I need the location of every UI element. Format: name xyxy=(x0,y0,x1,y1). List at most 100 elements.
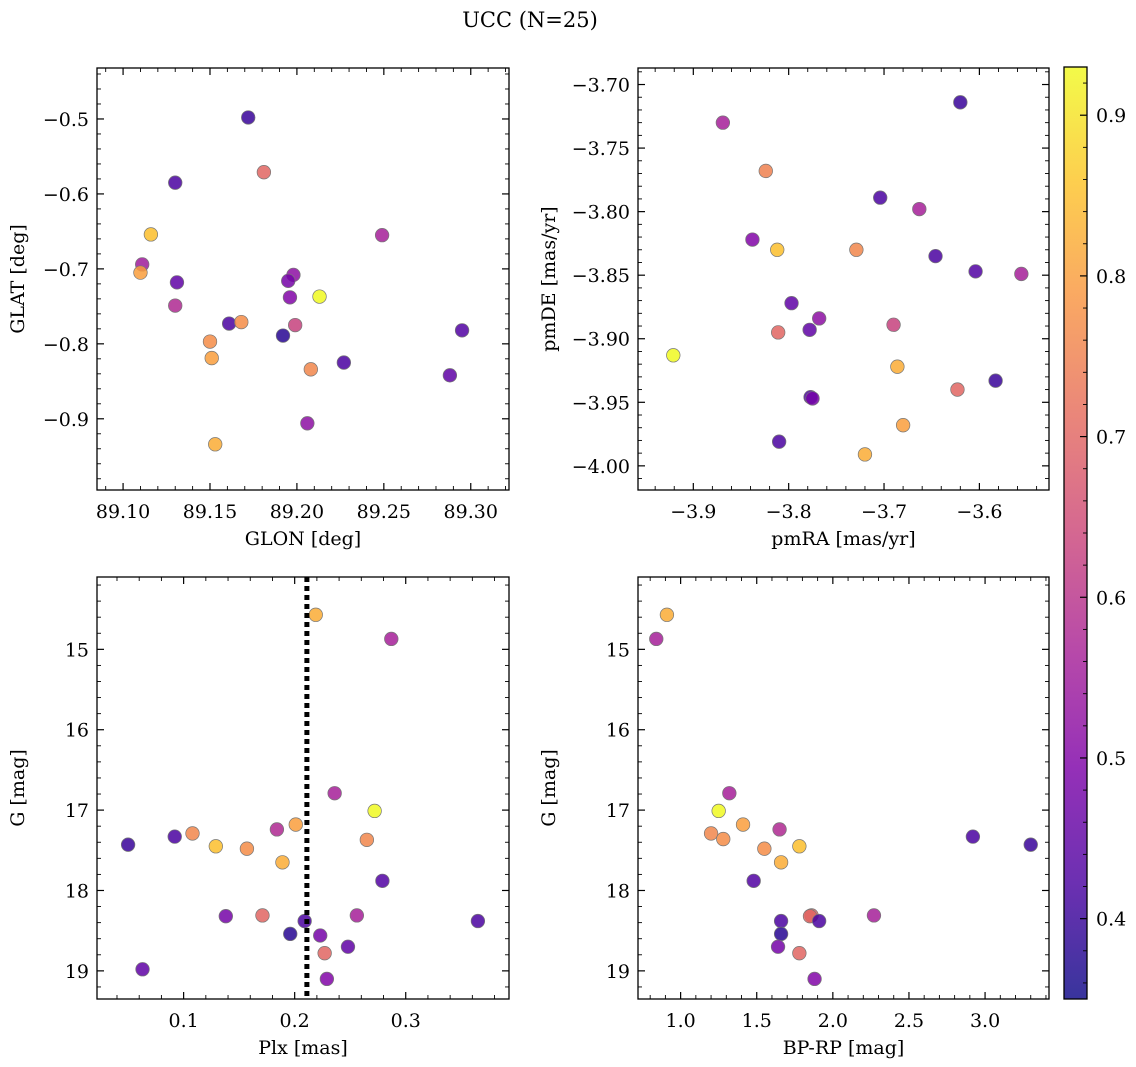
colorbar-tick-label: 0.8 xyxy=(1096,266,1126,288)
data-point xyxy=(866,908,882,923)
data-point xyxy=(349,908,365,923)
data-point xyxy=(770,939,786,954)
data-point xyxy=(208,839,223,854)
y-axis-label: G [mag] xyxy=(7,749,29,827)
y-tick-label: 15 xyxy=(606,639,630,661)
data-point xyxy=(711,803,726,819)
y-tick-label: −3.85 xyxy=(572,265,630,287)
data-point xyxy=(812,311,827,326)
y-tick-label: −0.8 xyxy=(43,334,89,356)
data-point xyxy=(912,201,927,217)
y-tick-label: −3.95 xyxy=(572,392,630,414)
data-point xyxy=(120,837,136,852)
data-point xyxy=(802,322,817,337)
data-point xyxy=(770,242,785,257)
x-axis-label: BP-RP [mag] xyxy=(783,1037,905,1059)
data-point xyxy=(454,323,470,338)
data-point xyxy=(283,926,298,942)
panel-plx-g: 0.1 0.2 0.3 15 16 17 18 19 Plx [mas] G [mag] xyxy=(7,576,510,1059)
data-point xyxy=(275,855,290,870)
y-tick-label: 19 xyxy=(65,961,89,983)
data-point xyxy=(735,817,751,832)
y-tick-label: −0.7 xyxy=(43,259,89,281)
y-tick-label: −3.90 xyxy=(572,329,630,351)
data-point xyxy=(255,908,270,923)
colorbar-tick-label: 0.6 xyxy=(1096,587,1126,609)
x-tick-label: 0.3 xyxy=(391,1010,421,1032)
data-point xyxy=(758,163,773,179)
data-point xyxy=(135,962,150,977)
data-point xyxy=(715,115,731,130)
data-point xyxy=(288,817,303,832)
data-point xyxy=(221,316,237,331)
data-point xyxy=(300,416,315,431)
x-tick-label: 89.20 xyxy=(270,501,324,523)
data-point xyxy=(470,913,486,929)
data-point xyxy=(359,832,375,847)
data-point xyxy=(722,786,737,801)
data-point xyxy=(313,928,328,943)
figure-title: UCC (N=25) xyxy=(462,8,598,32)
data-point xyxy=(1023,837,1038,852)
y-tick-label: 16 xyxy=(65,720,89,742)
data-point xyxy=(168,298,183,313)
data-point xyxy=(275,328,291,343)
data-point xyxy=(757,841,772,856)
data-point xyxy=(659,607,675,622)
data-point xyxy=(772,822,787,837)
y-tick-label: 18 xyxy=(65,880,89,902)
y-tick-label: −3.70 xyxy=(572,75,630,97)
data-point xyxy=(133,265,148,280)
x-tick-label: −3.9 xyxy=(670,501,716,523)
data-point xyxy=(367,803,382,819)
data-point xyxy=(1014,266,1029,282)
colorbar-tick-label: 0.4 xyxy=(1096,909,1126,931)
data-point xyxy=(968,264,983,279)
data-point xyxy=(168,175,183,190)
data-point xyxy=(303,362,318,377)
data-point xyxy=(857,447,873,462)
y-tick-label: 18 xyxy=(606,880,630,902)
data-point xyxy=(241,110,256,125)
y-tick-label: 17 xyxy=(606,800,630,822)
x-tick-label: 0.2 xyxy=(280,1010,310,1032)
data-point xyxy=(703,826,719,841)
data-point xyxy=(873,190,888,205)
data-point xyxy=(319,971,335,987)
x-tick-label: −3.7 xyxy=(861,501,907,523)
data-point xyxy=(792,839,807,854)
x-tick-label: 1.0 xyxy=(666,1010,696,1032)
data-point xyxy=(745,232,760,247)
data-point xyxy=(792,946,807,961)
data-point xyxy=(953,95,968,110)
data-point xyxy=(317,946,332,961)
y-tick-label: −4.00 xyxy=(572,456,630,478)
data-point xyxy=(218,909,233,924)
data-point xyxy=(336,355,352,370)
x-tick-label: 3.0 xyxy=(970,1010,1000,1032)
data-point xyxy=(143,227,159,242)
colorbar-tick-label: 0.5 xyxy=(1096,748,1126,770)
x-tick-label: 89.25 xyxy=(357,501,411,523)
data-point xyxy=(716,831,731,847)
y-tick-label: −3.80 xyxy=(572,202,630,224)
y-tick-label: 15 xyxy=(65,639,89,661)
y-tick-label: 19 xyxy=(606,961,630,983)
panel-pmra-pmde: −3.9 −3.8 −3.7 −3.6 −4.00 −3.95 −3.90 −3.85 −3.8… xyxy=(538,67,1050,550)
data-point xyxy=(204,350,219,366)
data-point xyxy=(849,242,864,257)
axes-frame xyxy=(96,67,510,491)
x-tick-label: 0.1 xyxy=(169,1010,199,1032)
data-point xyxy=(746,873,761,888)
data-point xyxy=(269,822,285,837)
panel-bprp-g: 1.0 1.5 2.0 2.5 3.0 15 16 17 18 19 BP-RP [mag] G [m… xyxy=(538,576,1050,1059)
panel-glon-glat: 89.10 89.15 89.20 89.25 89.30 −0.9 −0.8 −0.7 −0.… xyxy=(7,67,510,550)
y-tick-label: 16 xyxy=(606,720,630,742)
y-axis-label: G [mag] xyxy=(538,749,560,827)
axes-frame xyxy=(637,576,1050,1000)
data-point xyxy=(950,382,965,397)
data-point xyxy=(256,165,272,180)
data-point xyxy=(773,855,789,870)
colorbar-tick-label: 0.7 xyxy=(1096,427,1126,449)
data-point xyxy=(234,314,249,330)
